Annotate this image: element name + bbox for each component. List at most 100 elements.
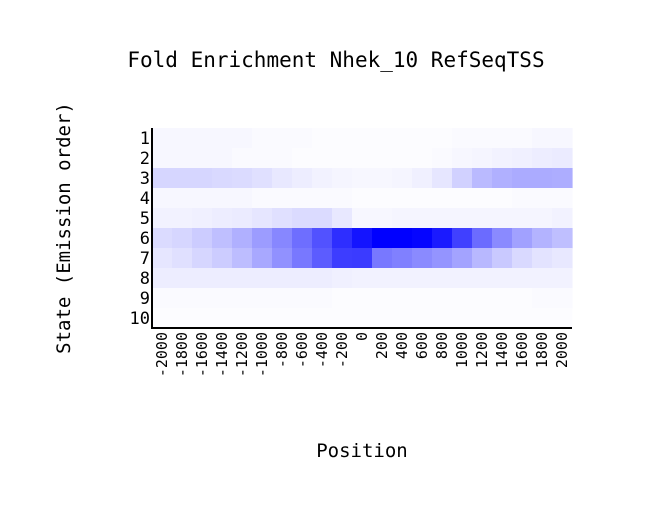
heatmap-cell xyxy=(492,268,513,289)
x-tick-label: -800 xyxy=(273,332,291,368)
heatmap-cell xyxy=(172,248,193,269)
heatmap-cell xyxy=(192,208,213,229)
heatmap-cell xyxy=(152,168,173,189)
heatmap-cell xyxy=(352,208,373,229)
heatmap-cell xyxy=(332,268,353,289)
heatmap-cell xyxy=(432,208,453,229)
heatmap-cell xyxy=(472,288,493,309)
heatmap-cell xyxy=(272,188,293,209)
heatmap-cell xyxy=(152,268,173,289)
heatmap-cell xyxy=(372,268,393,289)
heatmap-cell xyxy=(292,268,313,289)
heatmap-cell xyxy=(432,288,453,309)
x-tick-label: 1400 xyxy=(493,332,511,368)
heatmap-cell xyxy=(412,168,433,189)
heatmap-cell xyxy=(412,128,433,149)
heatmap-cell xyxy=(552,288,573,309)
heatmap-cell xyxy=(332,228,353,249)
heatmap-cell xyxy=(412,188,433,209)
heatmap-cell xyxy=(472,208,493,229)
heatmap-cell xyxy=(492,228,513,249)
heatmap-cell xyxy=(332,288,353,309)
heatmap-cell xyxy=(352,308,373,329)
y-tick-label: 3 xyxy=(140,169,150,189)
x-tick-label: -2000 xyxy=(153,332,171,377)
heatmap-cell xyxy=(452,128,473,149)
heatmap-cell xyxy=(352,168,373,189)
heatmap-cell xyxy=(352,148,373,169)
x-tick-label: -400 xyxy=(313,332,331,368)
heatmap-cell xyxy=(232,268,253,289)
heatmap-cell xyxy=(332,188,353,209)
heatmap-cell xyxy=(552,128,573,149)
heatmap-cell xyxy=(372,168,393,189)
heatmap-cell xyxy=(532,248,553,269)
heatmap-cell xyxy=(352,188,373,209)
heatmap-cell xyxy=(312,188,333,209)
heatmap-cell xyxy=(172,268,193,289)
heatmap-cell xyxy=(452,228,473,249)
heatmap-cell xyxy=(192,228,213,249)
heatmap-cell xyxy=(492,248,513,269)
heatmap-cell xyxy=(352,228,373,249)
heatmap-cell xyxy=(292,188,313,209)
heatmap-cell xyxy=(412,208,433,229)
heatmap-cell xyxy=(232,168,253,189)
x-tick-label: 600 xyxy=(413,332,431,359)
heatmap-cell xyxy=(192,248,213,269)
heatmap-cell xyxy=(412,228,433,249)
heatmap-cell xyxy=(232,208,253,229)
heatmap-cell xyxy=(492,148,513,169)
heatmap-cell xyxy=(212,268,233,289)
heatmap-cell xyxy=(332,168,353,189)
heatmap-cell xyxy=(512,188,533,209)
heatmap-cell xyxy=(392,268,413,289)
heatmap-cell xyxy=(172,168,193,189)
heatmap-cell xyxy=(252,128,273,149)
heatmap-cell xyxy=(372,128,393,149)
x-tick-labels: -2000 -1800 -1600 -1400 -1200 -1000 -800 -600 -4… xyxy=(153,332,571,377)
x-tick-label: 800 xyxy=(433,332,451,359)
heatmap-cell xyxy=(492,208,513,229)
heatmap-cell xyxy=(292,208,313,229)
heatmap-cell xyxy=(432,268,453,289)
x-tick-label: -1000 xyxy=(253,332,271,377)
heatmap-cell xyxy=(152,188,173,209)
heatmap-cell xyxy=(432,188,453,209)
heatmap-cell xyxy=(212,128,233,149)
heatmap-cell xyxy=(312,308,333,329)
heatmap-cell xyxy=(312,228,333,249)
heatmap-cell xyxy=(452,308,473,329)
heatmap-cell xyxy=(372,188,393,209)
heatmap-cell xyxy=(392,188,413,209)
x-tick-label: 1000 xyxy=(453,332,471,368)
heatmap-cell xyxy=(432,168,453,189)
y-tick-label: 1 xyxy=(140,129,150,149)
heatmap-cell xyxy=(232,228,253,249)
heatmap-cell xyxy=(472,228,493,249)
heatmap-cell xyxy=(472,268,493,289)
heatmap-cell xyxy=(472,128,493,149)
heatmap-cell xyxy=(172,208,193,229)
heatmap-cell xyxy=(212,288,233,309)
heatmap-cell xyxy=(492,308,513,329)
x-tick-label: -1200 xyxy=(233,332,251,377)
heatmap-cell xyxy=(552,248,573,269)
x-tick-label: 1800 xyxy=(533,332,551,368)
heatmap-cell xyxy=(452,288,473,309)
heatmap-cell xyxy=(312,128,333,149)
heatmap-cell xyxy=(372,228,393,249)
heatmap-cell xyxy=(532,128,553,149)
heatmap-cell xyxy=(472,308,493,329)
heatmap-cell xyxy=(272,228,293,249)
heatmap-cell xyxy=(252,268,273,289)
heatmap-cell xyxy=(472,168,493,189)
heatmap-cell xyxy=(332,248,353,269)
heatmap-cell xyxy=(232,148,253,169)
heatmap-cell xyxy=(272,288,293,309)
heatmap-cell xyxy=(152,248,173,269)
heatmap-cell xyxy=(432,248,453,269)
heatmap-cell xyxy=(172,288,193,309)
heatmap-cell xyxy=(312,268,333,289)
heatmap-cell xyxy=(232,128,253,149)
